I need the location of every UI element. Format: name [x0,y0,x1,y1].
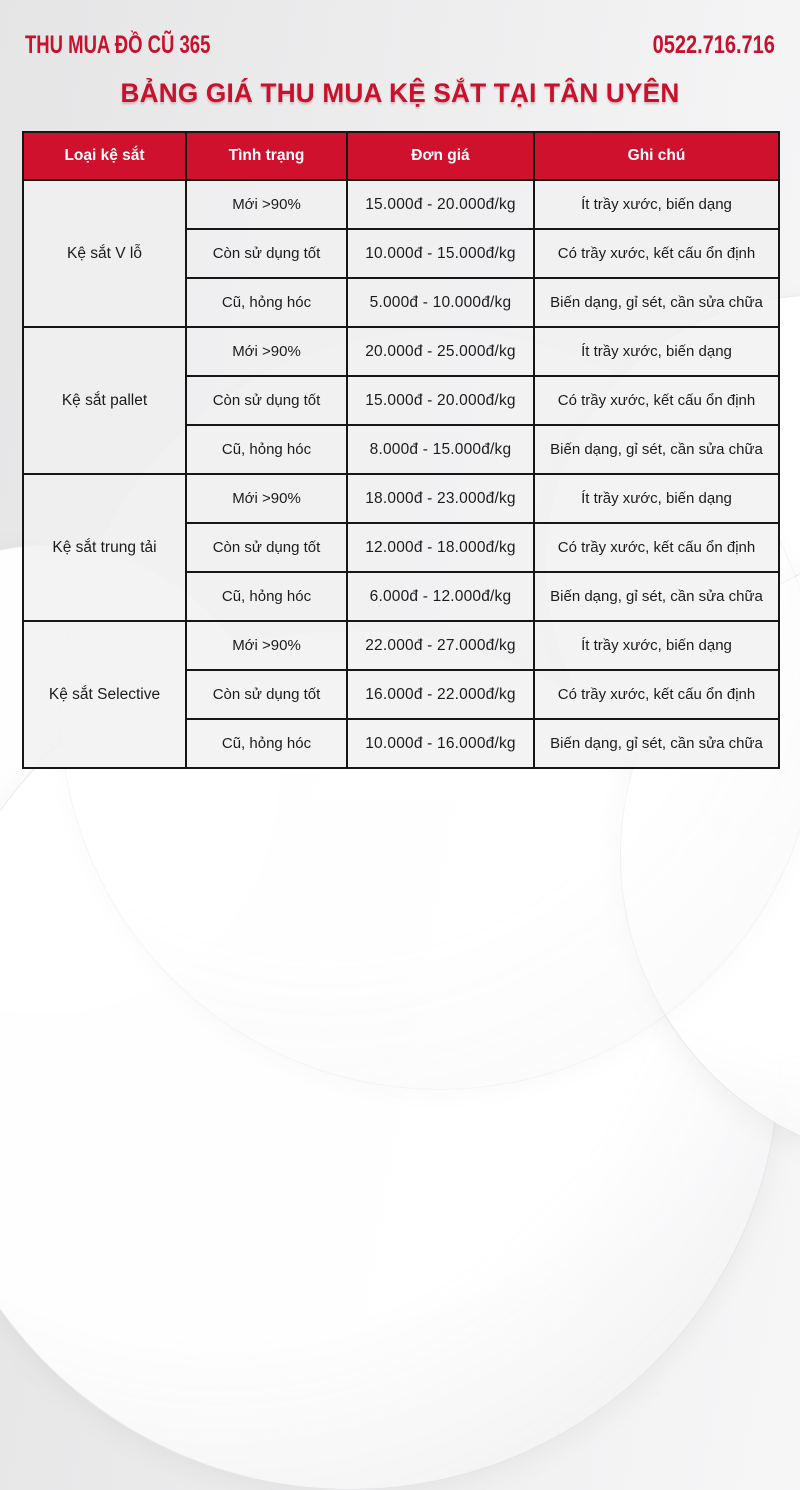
price-cell: 10.000đ - 15.000đ/kg [346,228,535,279]
condition-cell: Mới >90% [185,326,348,377]
note-cell: Có trầy xước, kết cấu ổn định [533,669,780,720]
table-row: Cũ, hỏng hóc 6.000đ - 12.000đ/kg Biến dạ… [23,571,780,622]
table-row: Kệ sắt pallet Mới >90% 20.000đ - 25.000đ… [22,326,780,475]
table-row: Còn sử dụng tốt 16.000đ - 22.000đ/kg Có … [23,669,780,720]
condition-cell: Mới >90% [185,473,348,524]
category-cell: Kệ sắt V lỗ [22,179,187,328]
note-cell: Có trầy xước, kết cấu ổn định [533,522,780,573]
price-cell: 18.000đ - 23.000đ/kg [346,473,535,524]
table-row: Còn sử dụng tốt 10.000đ - 15.000đ/kg Có … [23,228,780,279]
column-header-note: Ghi chú [533,131,780,181]
column-header-type: Loại kệ sắt [22,131,187,181]
table-row: Cũ, hỏng hóc 10.000đ - 16.000đ/kg Biến d… [23,718,780,769]
condition-cell: Còn sử dụng tốt [185,228,348,279]
note-cell: Có trầy xước, kết cấu ổn định [533,375,780,426]
condition-cell: Mới >90% [185,179,348,230]
category-cell: Kệ sắt trung tải [22,473,187,622]
price-cell: 5.000đ - 10.000đ/kg [346,277,535,328]
brand-name: THU MUA ĐỒ CŨ 365 [25,30,211,59]
note-cell: Biến dạng, gỉ sét, cần sửa chữa [533,424,780,475]
category-cell: Kệ sắt Selective [22,620,187,769]
column-header-price: Đơn giá [346,131,535,181]
note-cell: Ít trầy xước, biến dạng [533,326,780,377]
price-cell: 12.000đ - 18.000đ/kg [346,522,535,573]
condition-cell: Còn sử dụng tốt [185,669,348,720]
table-row: Cũ, hỏng hóc 5.000đ - 10.000đ/kg Biến dạ… [23,277,780,328]
price-cell: 15.000đ - 20.000đ/kg [346,179,535,230]
table-row: Kệ sắt Selective Mới >90% 22.000đ - 27.0… [22,620,780,769]
price-cell: 16.000đ - 22.000đ/kg [346,669,535,720]
condition-cell: Còn sử dụng tốt [185,522,348,573]
category-cell: Kệ sắt pallet [22,326,187,475]
note-cell: Biến dạng, gỉ sét, cần sửa chữa [533,571,780,622]
price-cell: 8.000đ - 15.000đ/kg [346,424,535,475]
condition-cell: Mới >90% [185,620,348,671]
condition-cell: Cũ, hỏng hóc [185,424,348,475]
note-cell: Biến dạng, gỉ sét, cần sửa chữa [533,718,780,769]
condition-cell: Cũ, hỏng hóc [185,277,348,328]
table-row: Kệ sắt trung tải Mới >90% 18.000đ - 23.0… [22,473,780,622]
price-table: Loại kệ sắt Tình trạng Đơn giá Ghi chú K… [22,131,780,769]
note-cell: Ít trầy xước, biến dạng [533,179,780,230]
note-cell: Ít trầy xước, biến dạng [533,620,780,671]
price-cell: 15.000đ - 20.000đ/kg [346,375,535,426]
condition-cell: Cũ, hỏng hóc [185,718,348,769]
table-row: Kệ sắt V lỗ Mới >90% 15.000đ - 20.000đ/k… [22,179,780,328]
note-cell: Ít trầy xước, biến dạng [533,473,780,524]
table-row: Còn sử dụng tốt 12.000đ - 18.000đ/kg Có … [23,522,780,573]
note-cell: Có trầy xước, kết cấu ổn định [533,228,780,279]
price-cell: 10.000đ - 16.000đ/kg [346,718,535,769]
header-row: Loại kệ sắt Tình trạng Đơn giá Ghi chú [22,131,780,181]
top-bar: THU MUA ĐỒ CŨ 365 0522.716.716 [25,28,775,62]
note-cell: Biến dạng, gỉ sét, cần sửa chữa [533,277,780,328]
price-cell: 6.000đ - 12.000đ/kg [346,571,535,622]
price-cell: 22.000đ - 27.000đ/kg [346,620,535,671]
phone-number: 0522.716.716 [652,30,775,59]
condition-cell: Cũ, hỏng hóc [185,571,348,622]
column-header-condition: Tình trạng [185,131,348,181]
price-cell: 20.000đ - 25.000đ/kg [346,326,535,377]
condition-cell: Còn sử dụng tốt [185,375,348,426]
page-title: BẢNG GIÁ THU MUA KỆ SẮT TẠI TÂN UYÊN [120,78,680,108]
table-row: Cũ, hỏng hóc 8.000đ - 15.000đ/kg Biến dạ… [23,424,780,475]
table-row: Còn sử dụng tốt 15.000đ - 20.000đ/kg Có … [23,375,780,426]
